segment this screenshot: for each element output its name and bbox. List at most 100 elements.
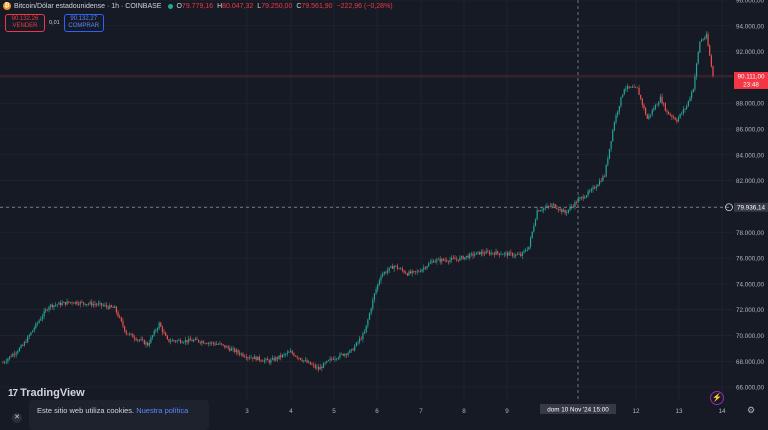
candle-body <box>437 258 440 260</box>
candle-body <box>618 106 620 112</box>
candle-body <box>119 316 121 318</box>
cookie-policy-link[interactable]: Nuestra política <box>136 406 189 415</box>
candle-body <box>526 249 528 251</box>
candle-body <box>631 87 634 88</box>
candle-body <box>201 341 203 343</box>
market-status-icon <box>168 3 174 9</box>
candle-body <box>255 356 257 361</box>
candle-body <box>380 276 382 281</box>
candle-body <box>485 251 487 254</box>
candle-body <box>459 257 461 261</box>
sell-button[interactable]: 90.132,26 VENDER <box>5 14 45 32</box>
candle-body <box>41 316 44 319</box>
candle-body <box>334 358 336 360</box>
candle-body <box>508 252 510 256</box>
add-alert-icon <box>725 203 733 212</box>
candle-body <box>416 271 418 273</box>
last-price-label: 90.111,00 <box>737 73 765 80</box>
candle-body <box>104 305 106 306</box>
candle-body <box>214 343 216 345</box>
candle-body <box>230 348 233 351</box>
candle-body <box>702 39 704 40</box>
x-tick-label: 5 <box>332 408 336 415</box>
candle-body <box>694 76 696 90</box>
candle-body <box>413 271 415 272</box>
candle-body <box>197 339 200 342</box>
candle-body <box>234 348 236 353</box>
candle-body <box>505 252 507 254</box>
candle-body <box>520 254 522 256</box>
settings-gear-icon[interactable]: ⚙ <box>747 405 756 415</box>
candle-body <box>158 322 160 329</box>
candle-body <box>339 353 341 358</box>
candle-body <box>385 272 387 273</box>
candle-body <box>589 191 591 192</box>
candle-body <box>2 362 4 364</box>
candle-body <box>313 364 315 366</box>
candle-body <box>224 344 226 348</box>
candle-body <box>220 343 223 345</box>
candle-body <box>386 270 389 273</box>
candle-body <box>640 95 642 99</box>
candle-body <box>245 356 247 359</box>
candle-body <box>546 205 548 208</box>
candle-body <box>423 267 425 270</box>
y-tick-label: 66.000,00 <box>736 385 765 392</box>
candle-body <box>566 212 568 214</box>
candle-body <box>194 338 196 341</box>
candle-body <box>515 254 517 256</box>
candle-body <box>99 303 101 304</box>
candle-body <box>513 255 515 257</box>
candle-body <box>43 311 45 317</box>
candle-body <box>163 331 165 333</box>
candle-body <box>142 339 144 341</box>
candle-body <box>400 268 402 270</box>
candle-body <box>63 302 65 303</box>
candle-body <box>107 306 109 309</box>
candle-body <box>575 202 578 203</box>
cookie-banner: Este sitio web utiliza cookies. Nuestra … <box>29 400 209 430</box>
candle-body <box>86 304 88 305</box>
candle-body <box>426 266 428 269</box>
candle-body <box>692 89 694 93</box>
candle-body <box>260 360 262 361</box>
symbol-title[interactable]: Bitcoin/Dólar estadounidense · 1h · COIN… <box>14 2 162 10</box>
candle-body <box>173 340 175 341</box>
cookie-icon[interactable]: ✕ <box>12 413 22 423</box>
candle-body <box>84 303 86 305</box>
candle-body <box>209 342 211 344</box>
candle-body <box>571 206 573 208</box>
candle-body <box>704 37 706 40</box>
x-tick-label: 6 <box>375 408 379 415</box>
candle-body <box>96 304 98 306</box>
y-tick-label: 74.000,00 <box>736 281 765 288</box>
candle-body <box>538 210 540 212</box>
candle-body <box>293 353 295 356</box>
candle-body <box>211 342 213 344</box>
candle-body <box>332 358 334 360</box>
tradingview-logo[interactable]: 17 TradingView <box>8 387 85 399</box>
candle-body <box>470 253 473 255</box>
candle-body <box>54 304 57 306</box>
buy-button[interactable]: 90.132,27 COMPRAR <box>63 14 104 32</box>
candle-body <box>137 339 139 341</box>
candle-body <box>161 326 164 332</box>
candle-body <box>347 352 349 355</box>
candle-body <box>51 304 53 308</box>
candle-body <box>409 271 412 274</box>
candle-body <box>691 92 693 99</box>
candle-body <box>155 330 157 332</box>
candle-body <box>105 305 108 307</box>
candle-body <box>552 204 555 205</box>
candle-body <box>664 103 666 111</box>
y-tick-label: 86.000,00 <box>736 127 765 134</box>
lightning-icon[interactable]: ⚡ <box>710 391 724 405</box>
candle-body <box>465 255 468 258</box>
candle-body <box>659 96 662 103</box>
candle-body <box>76 301 78 304</box>
candle-body <box>544 207 546 209</box>
candle-body <box>110 305 113 307</box>
candle-body <box>613 122 615 131</box>
candle-body <box>179 340 182 343</box>
